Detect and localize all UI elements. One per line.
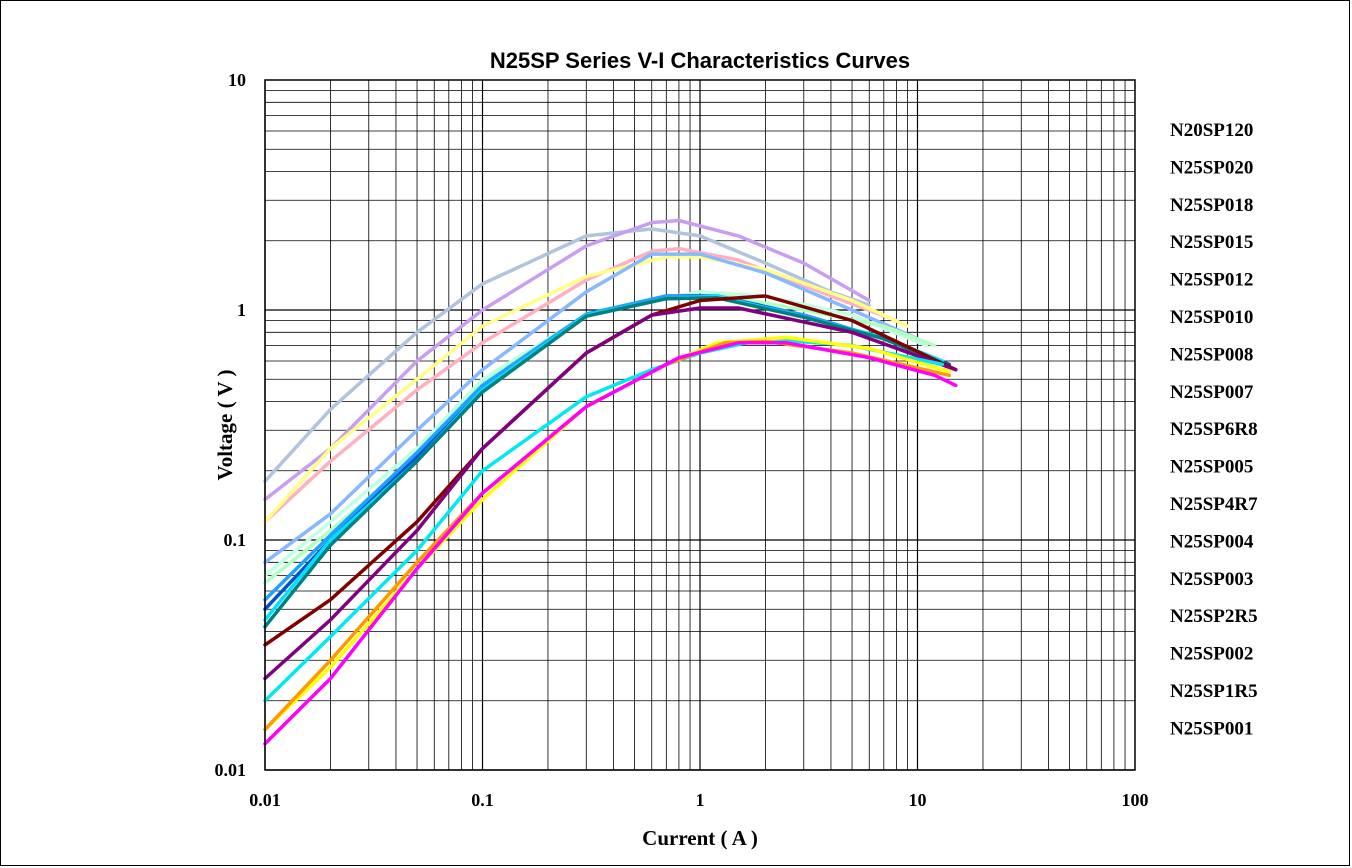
chart-title: N25SP Series V-I Characteristics Curves [490, 48, 910, 73]
x-tick-label: 1 [696, 790, 705, 810]
x-tick-label: 10 [909, 790, 927, 810]
legend-entry: N25SP005 [1170, 457, 1253, 478]
legend-entry: N25SP012 [1170, 270, 1253, 291]
x-axis-label: Current ( A ) [642, 826, 758, 850]
x-tick-label: 0.1 [471, 790, 494, 810]
series-line-n25sp2r5 [263, 336, 945, 703]
y-tick-label: 0.1 [224, 530, 247, 550]
legend-entry: N25SP010 [1170, 307, 1253, 328]
y-tick-labels: 0.01 0.1 1 10 [215, 70, 247, 780]
grid [264, 80, 1135, 771]
x-tick-label: 0.01 [249, 790, 281, 810]
legend-entry: N25SP4R7 [1170, 494, 1258, 515]
series-line-n25sp4r7 [263, 296, 952, 629]
legend-entry: N25SP008 [1170, 344, 1253, 365]
series-line-n25sp003 [263, 306, 958, 681]
series-line-n25sp015 [263, 255, 910, 524]
legend-entry: N25SP020 [1170, 157, 1253, 178]
series-layer [263, 218, 958, 746]
y-tick-label: 10 [228, 70, 246, 90]
legend-entry: N25SP003 [1170, 569, 1253, 590]
series-line-n25sp012 [263, 252, 920, 565]
legend-entry: N25SP2R5 [1170, 606, 1258, 627]
series-line-n20sp120 [263, 227, 871, 484]
plot-area-border [264, 79, 1136, 771]
series-line-n25sp001 [263, 341, 958, 746]
legend-entry: N25SP002 [1170, 644, 1253, 665]
legend-entry: N25SP004 [1170, 531, 1254, 552]
legend-entry: N25SP015 [1170, 232, 1253, 253]
y-tick-label: 1 [237, 300, 246, 320]
legend: N20SP120 N25SP020 N25SP018 N25SP015 N25SP012… [1170, 120, 1258, 739]
legend-entry: N25SP007 [1170, 382, 1254, 403]
legend-entry: N25SP6R8 [1170, 419, 1258, 440]
legend-entry: N25SP1R5 [1170, 681, 1258, 702]
series-line-n25sp020 [263, 218, 871, 502]
x-tick-labels: 0.01 0.1 1 10 100 [249, 790, 1148, 810]
series-line-n25sp1r5 [263, 339, 952, 732]
y-tick-label: 0.01 [215, 760, 247, 780]
legend-entry: N25SP001 [1170, 718, 1253, 739]
legend-entry: N20SP120 [1170, 120, 1253, 141]
y-axis-label: Voltage ( V ) [213, 369, 237, 480]
legend-entry: N25SP018 [1170, 195, 1253, 216]
x-tick-label: 100 [1122, 790, 1149, 810]
